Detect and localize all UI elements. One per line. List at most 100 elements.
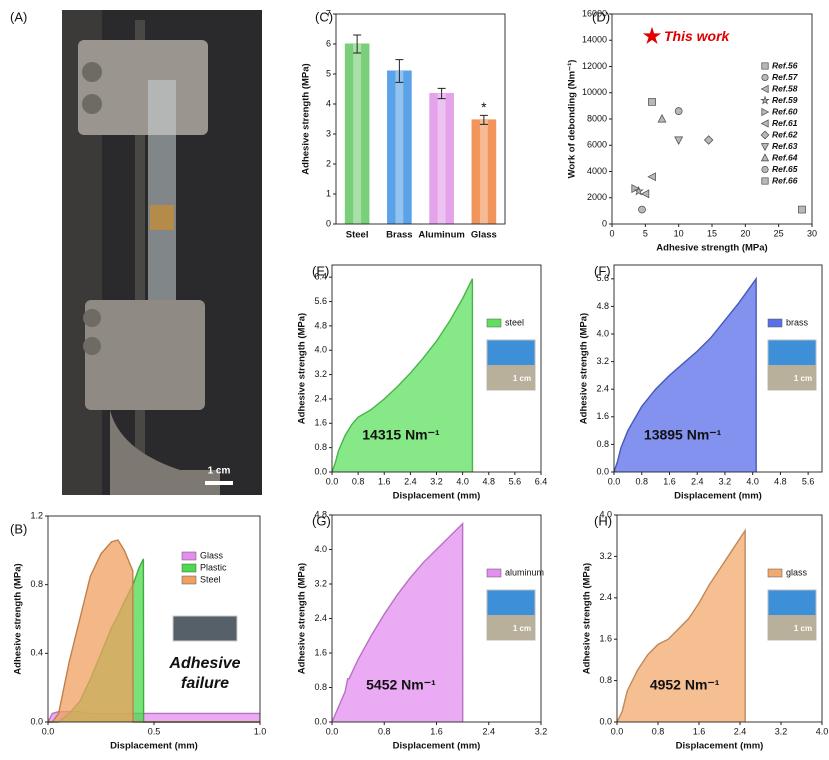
y-tick-label: 0.0 (599, 716, 612, 726)
annotation: failure (181, 675, 229, 692)
adhesive (150, 205, 174, 230)
significance: * (481, 99, 487, 115)
inset-photo-lower (768, 615, 816, 640)
y-tick-label: 3 (326, 128, 331, 138)
y-tick-label: 0.4 (30, 648, 43, 658)
panel-label: (G) (312, 513, 331, 528)
inset-photo-lower (768, 365, 816, 390)
y-tick-label: 3.2 (314, 578, 327, 588)
legend-label: Plastic (200, 562, 227, 572)
legend-marker (760, 130, 770, 140)
x-tick-label: 2.4 (691, 476, 704, 486)
x-tick-label: 0.0 (611, 726, 624, 736)
x-axis-label: Displacement (mm) (393, 491, 481, 502)
point (674, 136, 684, 145)
bar-sheen (395, 71, 404, 224)
x-axis-label: Adhesive strength (MPa) (656, 243, 767, 254)
y-tick-label: 1.6 (599, 634, 612, 644)
panel-label: (F) (594, 263, 611, 278)
y-tick-label: 5 (326, 68, 331, 78)
area-line (613, 276, 757, 473)
legend-marker (761, 166, 769, 173)
bar-sheen (353, 44, 362, 224)
panel-label: (E) (312, 263, 329, 278)
x-tick-label: 0 (609, 228, 614, 238)
legend-swatch (181, 563, 197, 573)
point (798, 205, 806, 214)
y-tick-label: 2.4 (599, 592, 612, 602)
y-tick-label: 0.0 (596, 466, 609, 476)
x-axis-label: Displacement (mm) (676, 741, 764, 752)
y-tick-label: 1 (326, 188, 331, 198)
panel-label: (B) (10, 521, 27, 536)
y-tick-label: 3.2 (596, 356, 609, 366)
y-axis-label: Adhesive strength (MPa) (579, 313, 590, 424)
y-tick-label: 0.8 (314, 442, 327, 452)
x-tick-label: Brass (386, 230, 412, 241)
x-tick-label: 0.8 (352, 476, 365, 486)
y-tick-label: 0.8 (314, 682, 327, 692)
y-tick-label: 4000 (587, 166, 607, 176)
x-tick-label: 3.2 (430, 476, 443, 486)
x-tick-label: 0.8 (635, 476, 648, 486)
y-tick-label: 4.8 (314, 509, 327, 519)
inset-scale: 1 cm (513, 374, 531, 383)
y-tick-label: 1.6 (596, 411, 609, 421)
x-tick-label: 4.0 (816, 726, 829, 736)
y-tick-label: 2000 (587, 192, 607, 202)
y-tick-label: 6000 (587, 140, 607, 150)
point (640, 189, 650, 199)
y-tick-label: 2 (326, 158, 331, 168)
error-bar (353, 34, 362, 54)
y-tick-label: 12000 (582, 61, 607, 71)
legend-label: This work (664, 28, 731, 44)
y-axis-label: Adhesive strength (MPa) (582, 563, 593, 674)
panel-label: (A) (10, 9, 27, 24)
legend-label: Steel (200, 574, 221, 584)
y-tick-label: 0.8 (596, 439, 609, 449)
point (648, 98, 656, 106)
point (647, 172, 656, 182)
x-tick-label: 20 (740, 228, 750, 238)
x-tick-label: 10 (674, 228, 684, 238)
y-tick-label: 8000 (587, 113, 607, 123)
legend-marker (761, 177, 769, 185)
x-tick-label: 4.8 (482, 476, 495, 486)
legend-label: Ref.66 (772, 175, 798, 185)
scale-bar (205, 481, 233, 485)
y-tick-label: 0 (602, 218, 607, 228)
y-tick-label: 0.0 (314, 716, 327, 726)
bolt (83, 309, 101, 327)
legend-swatch (767, 568, 783, 578)
inset-photo-lower (487, 615, 535, 640)
legend-label: Ref.57 (772, 72, 799, 82)
panel-label: (C) (315, 9, 333, 24)
point (638, 205, 646, 214)
annotation: 13895 Nm⁻¹ (644, 427, 722, 443)
y-tick-label: 3.2 (314, 369, 327, 379)
x-tick-label: 0.8 (378, 726, 391, 736)
y-tick-label: 2.4 (314, 613, 327, 623)
x-tick-label: 2.4 (734, 726, 747, 736)
y-tick-label: 6 (326, 38, 331, 48)
x-axis-label: Displacement (mm) (393, 741, 481, 752)
point (657, 114, 667, 123)
x-tick-label: 3.2 (775, 726, 788, 736)
legend-label: Ref.63 (772, 141, 798, 151)
plot-frame (616, 514, 823, 723)
x-tick-label: 2.4 (482, 726, 495, 736)
y-tick-label: 7 (326, 8, 331, 18)
y-tick-label: 2.4 (596, 384, 609, 394)
y-tick-label: 10000 (582, 87, 607, 97)
x-tick-label: 1.6 (693, 726, 706, 736)
x-tick-label: 3.2 (719, 476, 732, 486)
annotation: Adhesive (168, 655, 240, 672)
plot-frame (335, 13, 506, 225)
bolt (82, 62, 102, 82)
x-tick-label: Glass (471, 230, 497, 241)
area-line (616, 528, 746, 723)
legend-marker (760, 143, 770, 152)
y-tick-label: 4.0 (314, 544, 327, 554)
area-fill (332, 523, 463, 722)
point (703, 135, 714, 145)
